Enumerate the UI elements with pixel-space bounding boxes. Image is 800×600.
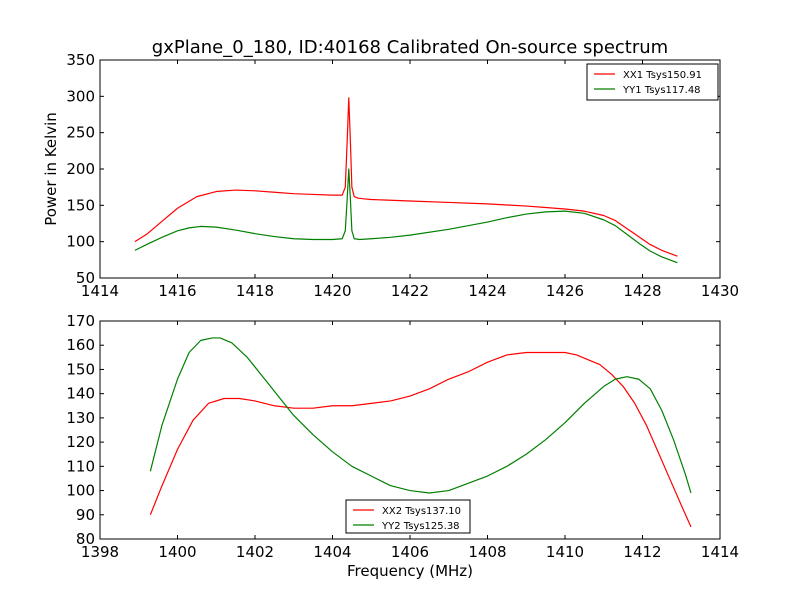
top-x-tick-label: 1416 <box>158 282 196 300</box>
top-x-tick-label: 1418 <box>236 282 274 300</box>
top-x-tick-label: 1430 <box>701 282 739 300</box>
bottom-legend: XX2 Tsys137.10 YY2 Tsys125.38 <box>345 499 471 534</box>
bottom-x-tick-label: 1414 <box>701 543 739 561</box>
top-y-tick-label: 300 <box>66 87 95 105</box>
top-legend-label: YY1 Tsys117.48 <box>622 85 701 96</box>
bottom-series-line-2 <box>149 337 692 494</box>
bottom-x-tick-label: 1412 <box>623 543 661 561</box>
top-y-tick-label: 50 <box>76 269 95 287</box>
bottom-legend-label: XX2 Tsys137.10 <box>382 506 461 517</box>
top-legend-box <box>586 63 719 101</box>
bottom-legend-label: YY2 Tsys125.38 <box>381 521 460 532</box>
top-y-tick-label: 200 <box>66 160 95 178</box>
bottom-y-tick-label: 170 <box>66 312 95 330</box>
bottom-x-tick-label: 1398 <box>81 543 119 561</box>
bottom-plot: 1398 1400 1402 1404 1406 1408 1410 1412 1414 80 90… <box>66 312 739 561</box>
bottom-y-tick-label: 150 <box>66 360 95 378</box>
bottom-y-tick-label: 120 <box>66 433 95 451</box>
top-x-tick-label: 1420 <box>313 282 351 300</box>
top-x-tick-label: 1424 <box>468 282 506 300</box>
chart-title: gxPlane_0_180, ID:40168 Calibrated On-so… <box>152 37 668 58</box>
bottom-y-tick-label: 110 <box>66 457 95 475</box>
bottom-x-tick-label: 1400 <box>158 543 196 561</box>
top-y-tick-label: 100 <box>66 233 95 251</box>
top-x-tick-label: 1426 <box>546 282 584 300</box>
bottom-y-tick-label: 80 <box>76 530 95 548</box>
bottom-x-tick-label: 1410 <box>546 543 584 561</box>
bottom-legend-box <box>345 499 471 534</box>
top-y-tick-label: 350 <box>66 51 95 69</box>
bottom-x-tick-label: 1408 <box>468 543 506 561</box>
top-x-tick-label: 1414 <box>81 282 119 300</box>
top-x-tick-label: 1422 <box>391 282 429 300</box>
top-series-line-2 <box>134 168 678 264</box>
bottom-x-tick-label: 1402 <box>236 543 274 561</box>
bottom-y-tick-label: 160 <box>66 336 95 354</box>
top-x-tick-label: 1428 <box>623 282 661 300</box>
top-legend-label: XX1 Tsys150.91 <box>623 70 702 81</box>
bottom-series-line-1 <box>149 351 692 528</box>
bottom-x-tick-label: 1404 <box>313 543 351 561</box>
top-y-tick-label: 150 <box>66 196 95 214</box>
bottom-y-tick-label: 140 <box>66 385 95 403</box>
bottom-y-tick-label: 130 <box>66 409 95 427</box>
top-plot: 1414 1416 1418 1420 1422 1424 1426 1428 1430 50 10… <box>66 51 739 300</box>
bottom-y-tick-label: 100 <box>66 482 95 500</box>
bottom-x-axis-label: Frequency (MHz) <box>347 562 473 580</box>
top-y-axis-label: Power in Kelvin <box>42 112 60 226</box>
bottom-x-tick-label: 1406 <box>391 543 429 561</box>
bottom-y-tick-label: 90 <box>76 506 95 524</box>
top-legend: XX1 Tsys150.91 YY1 Tsys117.48 <box>586 63 719 101</box>
top-y-tick-label: 250 <box>66 124 95 142</box>
top-series-line-1 <box>134 97 678 257</box>
